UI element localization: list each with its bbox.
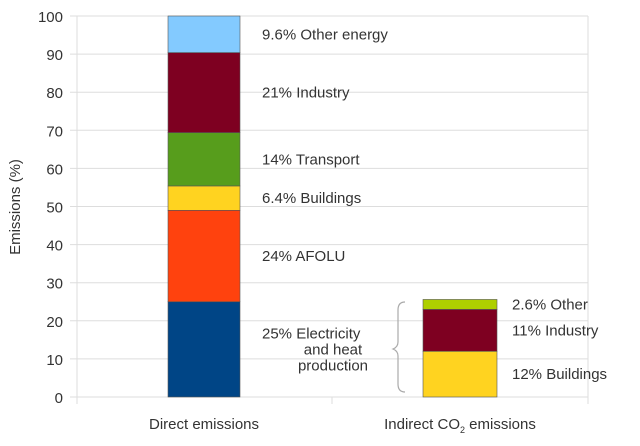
- segment-label: 25% Electricity: [262, 325, 361, 342]
- y-tick-label: 10: [46, 352, 63, 369]
- segment-label: 12% Buildings: [512, 366, 607, 383]
- segment-label: 11% Industry: [512, 322, 599, 339]
- bar-segment-afolu: [167, 210, 241, 303]
- segment-label: 14% Transport: [262, 151, 360, 168]
- segment-label: production: [298, 357, 368, 374]
- bar-segment-other-energy: [167, 15, 241, 53]
- y-axis-label: Emissions (%): [7, 159, 24, 255]
- y-tick-label: 70: [46, 123, 63, 140]
- bar-segment-other: [422, 299, 498, 310]
- y-tick-label: 50: [46, 200, 63, 217]
- y-tick-label: 90: [46, 47, 63, 64]
- brace-icon: [391, 301, 406, 393]
- bar-segment-industry: [167, 52, 241, 133]
- segment-label: 2.6% Other: [512, 296, 588, 313]
- bar-segment-transport: [167, 132, 241, 187]
- bar-segment-buildings: [422, 350, 498, 398]
- bar-segment-electricity-and-heat-production: [167, 301, 241, 398]
- bar-segment-buildings: [167, 185, 241, 211]
- segment-label: 6.4% Buildings: [262, 190, 361, 207]
- x-axis-labels: Direct emissions Indirect CO2 emissions: [149, 416, 536, 435]
- y-tick-label: 30: [46, 276, 63, 293]
- segment-label: 24% AFOLU: [262, 248, 345, 265]
- bar-segment-industry: [422, 309, 498, 352]
- segment-label: and heat: [304, 341, 363, 358]
- segment-label: 9.6% Other energy: [262, 26, 388, 43]
- y-tick-label: 40: [46, 238, 63, 255]
- bars: [167, 15, 498, 398]
- y-tick-label: 80: [46, 85, 63, 102]
- y-tick-label: 60: [46, 161, 63, 178]
- segment-label: 21% Industry: [262, 85, 350, 102]
- y-tick-label: 20: [46, 314, 63, 331]
- grid-lines: [70, 15, 589, 404]
- y-tick-label: 0: [55, 390, 63, 407]
- y-axis-ticks: 0 10 20 30 40 50 60 70 80 90 100: [38, 9, 63, 407]
- x-category-label: Indirect CO2 emissions: [384, 416, 536, 435]
- y-tick-label: 100: [38, 9, 63, 26]
- x-category-label: Direct emissions: [149, 416, 259, 433]
